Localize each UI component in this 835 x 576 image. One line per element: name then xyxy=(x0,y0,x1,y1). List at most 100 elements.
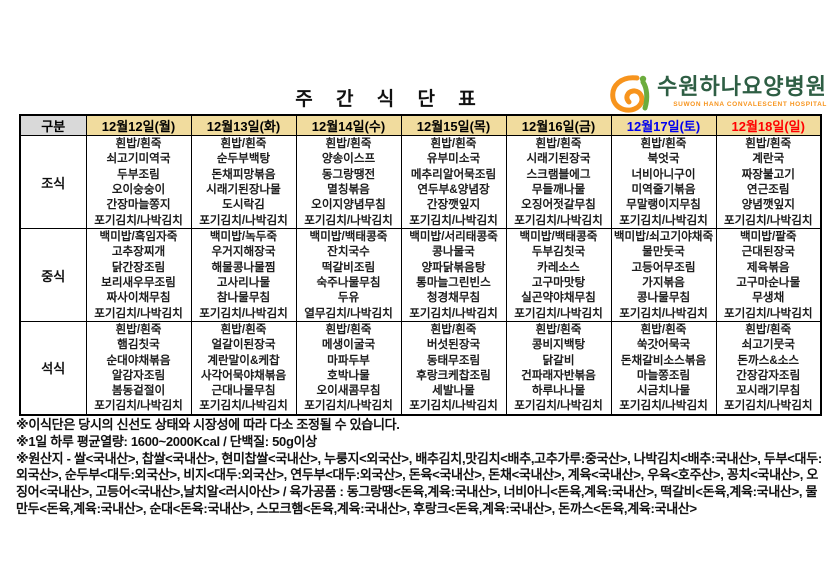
menu-item: 멸칭볶음 xyxy=(327,183,370,196)
menu-item: 닭간장조림 xyxy=(111,260,166,274)
meal-row-label: 석식 xyxy=(19,320,87,416)
menu-item: 보리새우무조림 xyxy=(101,276,176,289)
menu-item: 흰밥/흰죽 xyxy=(535,323,582,336)
note-line-3: ※원산지 - 쌀<국내산>, 찹쌀<국내산>, 현미찹쌀<국내산>, 누룽지<외… xyxy=(16,450,822,516)
menu-item: 간장깻잎지 xyxy=(426,198,481,212)
menu-item: 계란말이&케찹 xyxy=(207,353,280,367)
menu-item: 얼갈이된장국 xyxy=(211,338,276,352)
menu-item: 포기김치/나박김치 xyxy=(199,306,288,320)
menu-item: 콩비지백탕 xyxy=(531,338,586,352)
menu-cell: 흰밥/흰죽 햄김칫국 순대야채볶음 알감자조림 봄동겉절이 포기김치/나박김치 xyxy=(85,320,192,416)
menu-item: 두부조림 xyxy=(117,167,160,181)
menu-item: 흰밥/흰죽 xyxy=(430,323,477,336)
menu-item: 무들깨나물 xyxy=(531,183,586,196)
menu-item: 백미밥/백태콩죽 xyxy=(309,230,388,244)
menu-item: 쇠고기미역국 xyxy=(106,152,171,166)
date-header-cell-4: 12월15일(목) xyxy=(400,114,507,136)
menu-item: 청경채무침 xyxy=(426,291,481,305)
menu-item: 통마늘그린빈스 xyxy=(416,276,491,289)
date-header-cell-7: 12월18일(일) xyxy=(715,114,822,136)
menu-cell: 백미밥/백태콩죽 잔치국수 떡갈비조림 숙주나물무침 두유 열무김치/나박김치 xyxy=(295,228,402,322)
menu-item: 꼬시래기무침 xyxy=(736,384,801,398)
hospital-logo-icon xyxy=(610,75,650,113)
menu-item: 포기김치/나박김치 xyxy=(723,213,813,227)
menu-item: 후랑크케찹조림 xyxy=(416,368,491,382)
menu-item: 포기김치/나박김치 xyxy=(619,213,708,227)
menu-item: 호박나물 xyxy=(327,368,370,382)
menu-item: 유부미소국 xyxy=(426,152,481,166)
menu-cell: 백미밥/팥죽 근대된장국 제육볶음 고구마순나물 무생채 포기김치/나박김치 xyxy=(715,228,822,322)
date-header-cell-2: 12월13일(화) xyxy=(190,114,297,136)
menu-item: 오이지양념무침 xyxy=(311,198,386,212)
menu-item: 고사리나물 xyxy=(216,276,271,289)
menu-item: 포기김치/나박김치 xyxy=(619,399,708,413)
hospital-logo-text: 수원하나요양병원 SUWON HANA CONVALESCENT HOSPITA… xyxy=(657,74,827,108)
menu-cell: 백미밥/백태콩죽 두부김칫국 카레소스 고구마맛탕 실곤약야채무침 포기김치/나박김치 xyxy=(505,228,612,322)
menu-item: 세발나물 xyxy=(432,384,475,398)
menu-item: 포기김치/나박김치 xyxy=(514,306,603,320)
menu-item: 근대나물무침 xyxy=(211,384,276,398)
menu-item: 쑥갓어묵국 xyxy=(636,338,691,352)
menu-cell: 흰밥/흰죽 양송이스프 동그랑땡전 멸칭볶음 오이지양념무침 포기김치/나박김치 xyxy=(295,135,402,229)
menu-item: 흰밥/흰죽 xyxy=(115,137,162,151)
menu-item: 고구마순나물 xyxy=(736,276,801,289)
menu-item: 건파래자반볶음 xyxy=(521,368,596,382)
menu-item: 포기김치/나박김치 xyxy=(199,213,288,227)
menu-item: 마늘쫑조림 xyxy=(636,368,691,382)
note-line-2: ※1일 하루 평균열량: 1600~2000Kcal / 단백질: 50g이상 xyxy=(16,433,317,449)
menu-cell: 흰밥/흰죽 유부미소국 메추리알어묵조림 연두부&양념장 간장깻잎지 포기김치/나박김치 xyxy=(400,135,507,229)
menu-item: 시금치나물 xyxy=(636,384,691,398)
menu-item: 카레소스 xyxy=(537,260,580,274)
menu-item: 포기김치/나박김치 xyxy=(304,399,393,413)
menu-item: 오징어젓갈무침 xyxy=(521,198,596,212)
menu-item: 포기김치/나박김치 xyxy=(409,399,498,413)
menu-item: 잔치국수 xyxy=(327,245,370,259)
menu-cell: 흰밥/흰죽 메생이굴국 마파두부 호박나물 오이새콤무침 포기김치/나박김치 xyxy=(295,320,402,416)
menu-item: 흰밥/흰죽 xyxy=(115,323,162,336)
corner-header-cell: 구분 xyxy=(19,114,87,136)
date-header-cell-6: 12월17일(토) xyxy=(610,114,717,136)
menu-item: 오이숭숭이 xyxy=(111,183,166,196)
menu-item: 간장감자조림 xyxy=(736,368,801,382)
menu-item: 흰밥/흰죽 xyxy=(220,323,267,336)
menu-item: 간장마늘쫑지 xyxy=(106,198,171,212)
menu-item: 돈채갈비소스볶음 xyxy=(620,353,707,367)
menu-item: 포기김치/나박김치 xyxy=(409,306,498,320)
menu-item: 짜사이채무침 xyxy=(106,291,171,305)
menu-item: 열무김치/나박김치 xyxy=(304,306,393,320)
hospital-name: 수원하나요양병원 xyxy=(657,74,827,99)
menu-item: 근대된장국 xyxy=(741,245,795,259)
menu-item: 무말랭이지무침 xyxy=(626,198,701,212)
meal-row: 석식 흰밥/흰죽 햄김칫국 순대야채볶음 알감자조림 봄동겉절이 포기김치/나박김치 흰밥/흰… xyxy=(19,320,822,416)
menu-item: 북엇국 xyxy=(647,152,680,166)
menu-item: 시래기된장나물 xyxy=(206,183,281,196)
menu-item: 백미밥/흑임자죽 xyxy=(99,230,178,244)
menu-item: 너비아니구이 xyxy=(631,167,696,181)
page-title: 주 간 식 단 표 xyxy=(295,89,485,110)
hospital-logo: 수원하나요양병원 SUWON HANA CONVALESCENT HOSPITA… xyxy=(607,74,827,116)
menu-item: 메생이굴국 xyxy=(321,338,376,352)
menu-item: 백미밥/서리태콩죽 xyxy=(409,230,498,244)
menu-item: 해물콩나물찜 xyxy=(211,260,276,274)
menu-item: 흰밥/흰죽 xyxy=(640,323,687,336)
menu-cell: 흰밥/흰죽 버섯된장국 동태무조림 후랑크케찹조림 세발나물 포기김치/나박김치 xyxy=(400,320,507,416)
menu-item: 흰밥/흰죽 xyxy=(220,137,267,151)
meal-row: 중식 백미밥/흑임자죽 고추장찌개 닭간장조림 보리새우무조림 짜사이채무침 포기김치/나박… xyxy=(19,228,822,322)
menu-item: 닭갈비 xyxy=(542,353,575,367)
menu-item: 마파두부 xyxy=(327,353,370,367)
menu-item: 포기김치/나박김치 xyxy=(514,399,603,413)
menu-cell: 흰밥/흰죽 콩비지백탕 닭갈비 건파래자반볶음 하루나나물 포기김치/나박김치 xyxy=(505,320,612,416)
menu-item: 참나물무침 xyxy=(216,291,271,305)
menu-item: 백미밥/팥죽 xyxy=(739,230,797,244)
menu-item: 양파닭볶음탕 xyxy=(421,260,486,274)
menu-item: 양송이스프 xyxy=(321,152,376,166)
menu-item: 시래기된장국 xyxy=(526,152,591,166)
menu-item: 스크램블에그 xyxy=(526,167,591,181)
menu-item: 두부김칫국 xyxy=(531,245,586,259)
menu-item: 흰밥/흰죽 xyxy=(430,137,477,151)
menu-item: 돈까스&소스 xyxy=(737,353,800,367)
menu-item: 물만둣국 xyxy=(642,245,685,259)
menu-item: 포기김치/나박김치 xyxy=(723,306,813,320)
hospital-subtitle: SUWON HANA CONVALESCENT HOSPITAL xyxy=(673,101,827,108)
